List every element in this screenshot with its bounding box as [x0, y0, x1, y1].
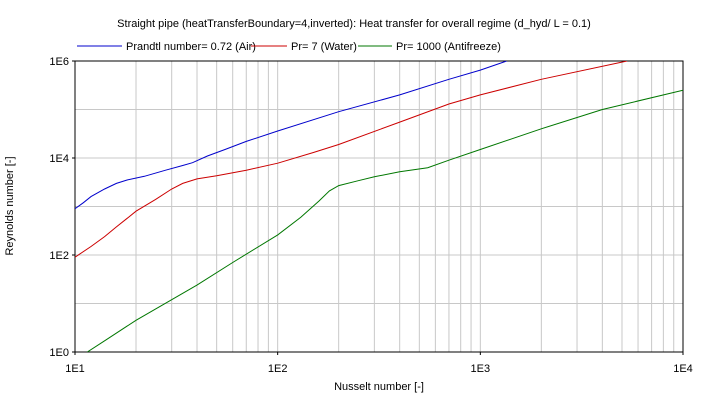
y-tick-label: 1E2	[49, 250, 69, 262]
legend-item-antifreeze: Pr= 1000 (Antifreeze)	[358, 41, 501, 53]
legend: Prandtl number= 0.72 (Air) Pr= 7 (Water)…	[77, 41, 501, 53]
legend-label-antifreeze: Pr= 1000 (Antifreeze)	[396, 41, 501, 53]
grid	[75, 61, 683, 352]
y-axis-label: Reynolds number [-]	[4, 156, 16, 255]
y-axis-ticks: 1E0 1E2 1E4 1E6	[49, 56, 75, 359]
series-line-water	[75, 61, 628, 258]
chart-title: Straight pipe (heatTransferBoundary=4,in…	[117, 18, 591, 30]
legend-item-air: Prandtl number= 0.72 (Air)	[77, 41, 256, 53]
x-tick-label: 1E2	[268, 363, 288, 375]
legend-label-air: Prandtl number= 0.72 (Air)	[126, 41, 256, 53]
y-tick-label: 1E6	[49, 56, 69, 68]
legend-label-water: Pr= 7 (Water)	[291, 41, 357, 53]
series-line-antifreeze	[87, 89, 683, 352]
y-tick-label: 1E4	[49, 153, 69, 165]
x-tick-label: 1E1	[65, 363, 85, 375]
x-tick-label: 1E4	[673, 363, 693, 375]
series-lines	[75, 61, 683, 352]
series-line-air	[75, 61, 507, 210]
x-axis-label: Nusselt number [-]	[334, 381, 424, 393]
plot-area-frame	[74, 60, 684, 353]
x-tick-label: 1E3	[471, 363, 491, 375]
x-axis-ticks: 1E1 1E2 1E3 1E4	[65, 352, 693, 375]
y-tick-label: 1E0	[49, 347, 69, 359]
legend-item-water: Pr= 7 (Water)	[251, 41, 357, 53]
